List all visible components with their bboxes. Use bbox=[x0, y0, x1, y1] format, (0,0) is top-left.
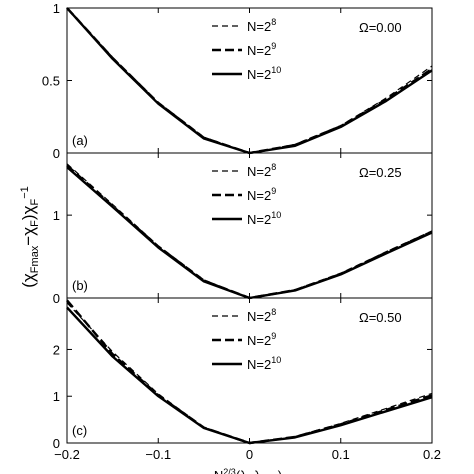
y-tick-label: 1 bbox=[53, 1, 60, 16]
panel-2: 0 1 N=28 N=29 N=210 Ω=0.25 (b) bbox=[53, 152, 433, 306]
series-line-1 bbox=[66, 163, 433, 299]
panel-1: 0 0.5 1 N=28 N=29 N=210 Ω=0.00 (a) bbox=[42, 1, 433, 161]
y-tick-label: 1 bbox=[53, 208, 60, 223]
x-tick-label: 0.2 bbox=[423, 447, 441, 462]
series-line-3 bbox=[66, 306, 433, 445]
x-tick-label: −0.1 bbox=[145, 447, 171, 462]
x-tick-label: 0 bbox=[246, 447, 253, 462]
omega-annotation: Ω=0.00 bbox=[359, 20, 402, 35]
y-tick-label: 0 bbox=[53, 436, 60, 451]
legend-label: N=28 bbox=[247, 17, 276, 34]
legend-label: N=28 bbox=[247, 162, 276, 179]
series-line-3 bbox=[66, 166, 433, 300]
panel-3: −0.2 −0.1 0 0.1 0.2 0 1 2 N=28 N=29 N=210 Ω=0.50 (c) bbox=[53, 297, 441, 462]
legend-label: N=210 bbox=[247, 210, 281, 227]
y-tick-label: 1 bbox=[53, 389, 60, 404]
legend-label: N=29 bbox=[247, 41, 276, 58]
x-tick-label: −0.2 bbox=[54, 447, 80, 462]
legend-label: N=29 bbox=[247, 186, 276, 203]
y-tick-label: 0 bbox=[53, 291, 60, 306]
y-tick-label: 0.5 bbox=[42, 74, 60, 89]
y-axis-label: (χFmax−χF)χF−1 bbox=[19, 186, 41, 288]
x-axis-label: N2/3(λ−λmax) bbox=[214, 467, 282, 474]
panel-label: (c) bbox=[72, 423, 87, 438]
legend-label: N=29 bbox=[247, 331, 276, 348]
y-tick-label: 2 bbox=[53, 342, 60, 357]
legend-label: N=210 bbox=[247, 355, 281, 372]
x-tick-label: 0.1 bbox=[332, 447, 350, 462]
y-tick-label: 0 bbox=[53, 146, 60, 161]
legend-label: N=28 bbox=[247, 307, 276, 324]
omega-annotation: Ω=0.25 bbox=[359, 165, 402, 180]
panel-label: (a) bbox=[72, 133, 88, 148]
panel-label: (b) bbox=[72, 278, 88, 293]
omega-annotation: Ω=0.50 bbox=[359, 310, 402, 325]
legend-label: N=210 bbox=[247, 65, 281, 82]
series-line-2 bbox=[66, 164, 433, 300]
